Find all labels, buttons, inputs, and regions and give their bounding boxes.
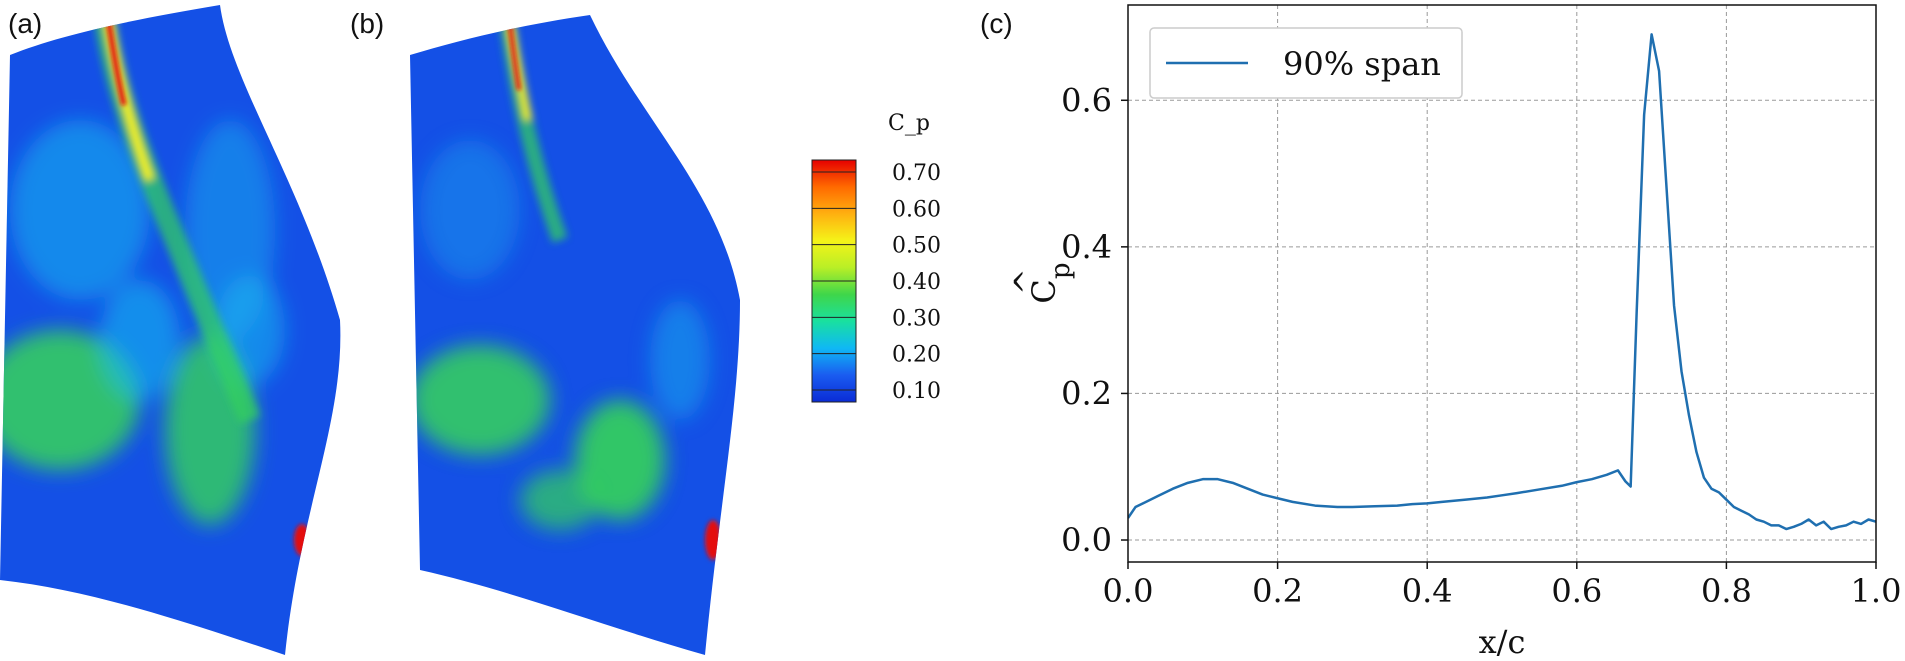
y-tick-label: 0.4 — [1061, 228, 1112, 266]
y-axis-label-main: Cp — [1025, 262, 1076, 303]
contour-a-red-spot — [294, 524, 310, 556]
y-axis-ticks: 0.0 0.2 0.4 0.6 — [1061, 81, 1128, 559]
colorbar-labels: 0.70 0.60 0.50 0.40 0.30 0.20 0.10 — [892, 161, 941, 404]
contour-b-low-regions — [410, 140, 710, 530]
x-tick-label: 0.8 — [1701, 572, 1752, 610]
colorbar-label: 0.10 — [892, 379, 941, 404]
x-tick-label: 0.0 — [1103, 572, 1154, 610]
y-axis-label-subscript: p — [1046, 262, 1076, 279]
colorbar: C_p 0.70 0.60 0.50 0.40 0.30 0.20 0.10 — [811, 111, 941, 404]
panel-label-a: (a) — [8, 8, 43, 39]
contour-b-cyan-patch — [650, 300, 710, 420]
chart-grid — [1128, 5, 1876, 562]
panel-label-b: (b) — [350, 8, 385, 39]
contour-b-cyan-patch — [420, 140, 520, 280]
x-tick-label: 0.2 — [1252, 572, 1303, 610]
line-chart: 0.0 0.2 0.4 0.6 0.8 1.0 0.0 0.2 0.4 0.6 x/c Cp ^… — [1007, 4, 1902, 661]
y-axis-label-c: C — [1025, 279, 1063, 303]
x-tick-label: 1.0 — [1851, 572, 1902, 610]
y-tick-label: 0.6 — [1061, 81, 1112, 119]
legend: 90% span — [1149, 27, 1463, 99]
plot-frame — [1127, 4, 1877, 563]
contour-b-green-patch — [520, 470, 600, 530]
legend-label: 90% span — [1283, 45, 1441, 83]
colorbar-label: 0.50 — [892, 234, 941, 259]
colorbar-label: 0.30 — [892, 306, 941, 331]
colorbar-label: 0.20 — [892, 343, 941, 368]
colorbar-label: 0.60 — [892, 197, 941, 222]
x-axis-label: x/c — [1479, 623, 1526, 661]
contour-a-green-patch — [0, 330, 140, 470]
colorbar-label: 0.70 — [892, 161, 941, 186]
panel-label-c: (c) — [980, 8, 1013, 39]
contour-b-green-patch — [410, 345, 550, 455]
legend-box — [1149, 27, 1463, 99]
contour-b-red-streak — [508, 24, 521, 91]
contour-plot-b — [410, 15, 740, 655]
contour-a-red-streak — [105, 17, 127, 106]
chart-series — [1128, 33, 1876, 531]
x-tick-label: 0.6 — [1551, 572, 1602, 610]
contour-a-cyan-patch — [10, 120, 150, 300]
series-line-90-span — [1128, 33, 1876, 531]
contour-plot-a — [0, 5, 341, 655]
x-tick-label: 0.4 — [1402, 572, 1453, 610]
contour-a-cyan-patch — [100, 280, 180, 400]
y-axis-label: Cp ^ — [1007, 262, 1076, 303]
colorbar-level-lines — [812, 171, 856, 391]
y-tick-label: 0.2 — [1061, 374, 1112, 412]
contour-b-red-spot — [705, 520, 721, 560]
colorbar-title: C_p — [888, 111, 930, 136]
x-axis-ticks: 0.0 0.2 0.4 0.6 0.8 1.0 — [1103, 562, 1902, 610]
y-axis-label-hat: ^ — [1007, 268, 1045, 295]
y-tick-label: 0.0 — [1061, 521, 1112, 559]
colorbar-label: 0.40 — [892, 270, 941, 295]
